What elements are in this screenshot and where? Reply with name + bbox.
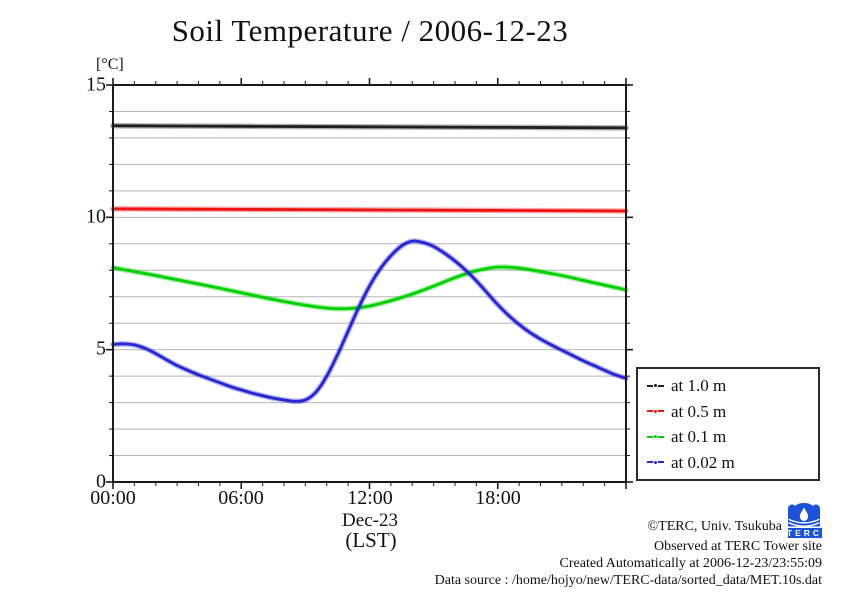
- legend-line-sample-red: [647, 409, 664, 413]
- legend-label-01m: at 0.1 m: [671, 427, 727, 447]
- y-tick-label-0: 0: [96, 470, 106, 493]
- legend-line-sample-green: [647, 435, 664, 439]
- legend-row-05m: at 0.5 m: [647, 400, 818, 422]
- x-tick-label-1200: 12:00: [347, 487, 393, 509]
- y-axis-unit-label: [°C]: [96, 56, 124, 73]
- x-axis-timezone-label: (LST): [345, 528, 397, 552]
- y-tick-label-15: 15: [86, 73, 106, 96]
- x-tick-label-0000: 00:00: [90, 487, 136, 509]
- legend-row-01m: at 0.1 m: [647, 426, 818, 448]
- x-tick-label-1800: 18:00: [475, 487, 521, 509]
- x-tick-label-0600: 06:00: [218, 487, 264, 509]
- footer-credits: ©TERC, Univ. Tsukuba TERC Observed at TE…: [262, 502, 822, 589]
- legend-label-1m: at 1.0 m: [671, 376, 727, 396]
- footer-copyright-row: ©TERC, Univ. Tsukuba TERC: [262, 502, 822, 538]
- footer-observed: Observed at TERC Tower site: [653, 539, 822, 554]
- footer-data-source: Data source : /home/hojyo/new/TERC-data/…: [434, 573, 822, 588]
- x-axis-date-label: Dec-23: [342, 510, 398, 531]
- legend-line-sample-black: [647, 384, 664, 388]
- legend-label-002m: at 0.02 m: [671, 452, 735, 472]
- legend-row-002m: at 0.02 m: [647, 451, 818, 473]
- terc-logo-text: TERC: [787, 528, 822, 538]
- terc-logo: TERC: [787, 503, 822, 538]
- footer-created: Created Automatically at 2006-12-23/23:5…: [559, 556, 822, 571]
- legend-label-05m: at 0.5 m: [671, 401, 727, 421]
- y-tick-label-5: 5: [96, 337, 106, 360]
- legend-line-sample-blue: [647, 460, 664, 464]
- y-tick-label-10: 10: [86, 205, 106, 228]
- chart-title: Soil Temperature / 2006-12-23: [171, 13, 569, 48]
- footer-copyright: ©TERC, Univ. Tsukuba: [647, 519, 783, 534]
- legend-box: at 1.0 m at 0.5 m at 0.1 m at 0.02 m: [636, 367, 820, 481]
- legend-row-1m: at 1.0 m: [647, 375, 818, 397]
